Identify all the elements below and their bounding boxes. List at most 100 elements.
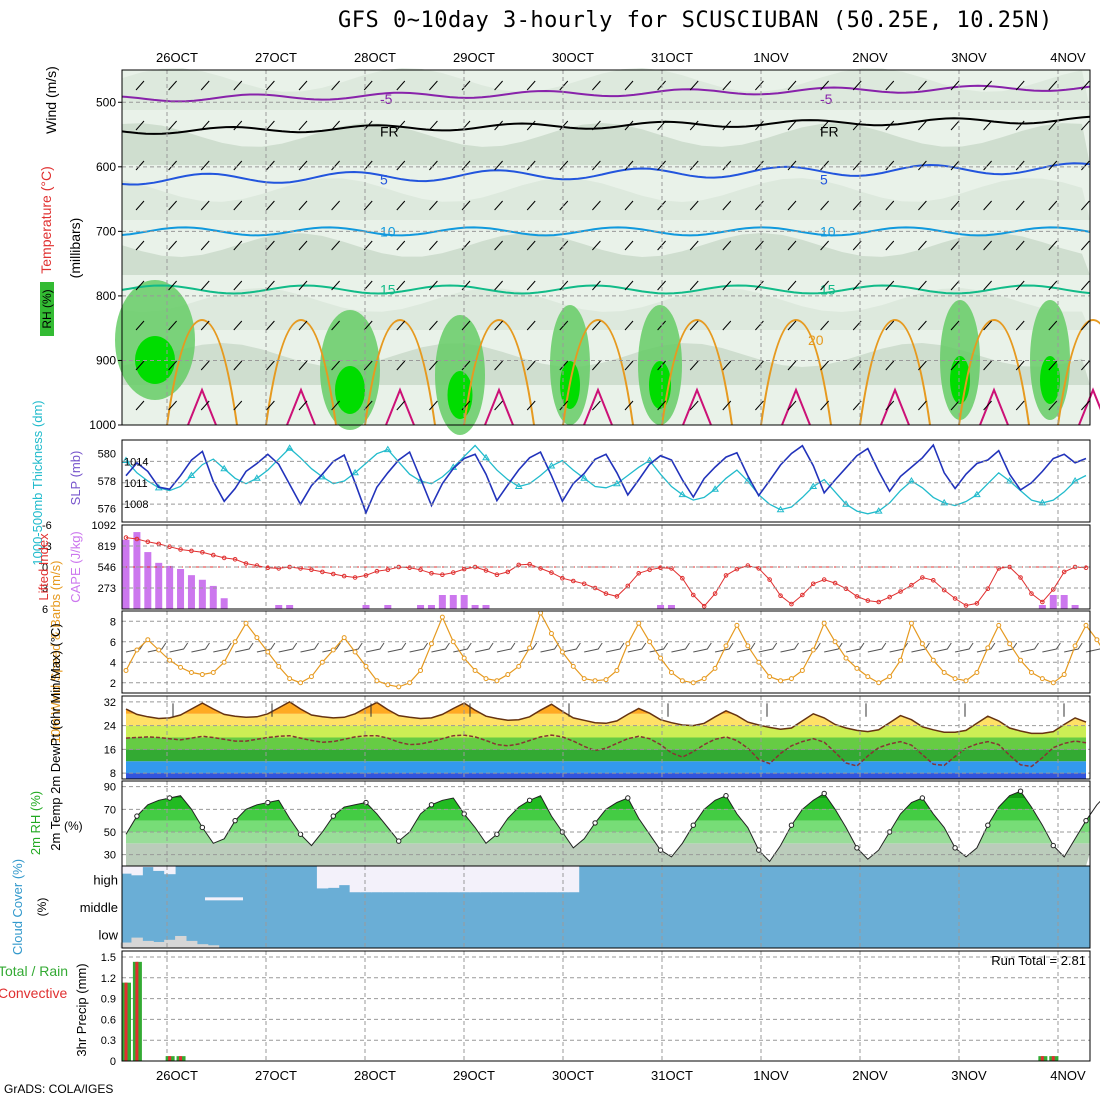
upper-wind-barb	[918, 240, 927, 251]
upper-wind-barb	[787, 360, 797, 371]
slp-frame	[121, 439, 1091, 523]
upper-wind-barb	[396, 240, 406, 251]
rh-point	[232, 817, 238, 824]
lifted-index-point	[483, 568, 489, 573]
upper-wind-barb	[624, 160, 634, 171]
upper-wind-barb	[689, 80, 699, 91]
lifted-index-point	[974, 601, 980, 606]
wind-speed-point	[330, 647, 336, 653]
thickness-point	[253, 474, 261, 481]
upper-wind-barb	[494, 360, 503, 371]
temperature-25-contour	[385, 387, 415, 426]
wind-speed-point	[854, 665, 860, 671]
upper-wind-barb	[1081, 200, 1090, 211]
cape-bar	[122, 539, 130, 609]
high-cloud-gap	[513, 866, 525, 893]
rh-tick-label: 30	[104, 850, 116, 862]
lifted-index-point	[930, 578, 936, 583]
upper-wind-barb	[396, 120, 406, 131]
temperature-contour-label: -5	[380, 91, 393, 107]
precip-convective-bar	[168, 1056, 172, 1061]
rh-point	[1083, 817, 1089, 824]
upper-wind-barb	[461, 200, 471, 211]
lifted-index-point	[560, 575, 565, 581]
upper-wind-barb	[363, 280, 373, 291]
upper-wind-barb	[266, 400, 275, 411]
cape-bar	[198, 579, 206, 609]
high-cloud-gap	[426, 866, 438, 893]
temperature-contour-label: FR	[820, 123, 839, 139]
wind-speed-point	[570, 663, 576, 669]
temperature-contour	[121, 284, 1091, 295]
low-cloud-bar	[175, 935, 187, 948]
upper-wind-barb	[787, 200, 797, 211]
upper-wind-barb	[983, 160, 992, 171]
wind-speed-point	[1028, 670, 1034, 675]
precip-frame	[121, 950, 1091, 1062]
lifted-index-point	[309, 567, 314, 573]
temperature-20-contour	[364, 318, 436, 426]
high-cloud-gap	[404, 866, 416, 893]
cape-bar	[1038, 605, 1046, 609]
upper-wind-barb	[298, 360, 308, 371]
low-cloud-bar	[164, 939, 176, 948]
slp-line	[125, 443, 1087, 515]
wind-speed-point	[592, 678, 598, 684]
lifted-index-point	[712, 591, 718, 596]
temp-line	[125, 701, 1087, 735]
upper-wind-barb	[983, 280, 992, 291]
upper-wind-barb	[689, 240, 699, 251]
lifted-index-point	[680, 575, 685, 581]
upper-wind-barb	[624, 240, 634, 251]
lifted-index-point	[1029, 591, 1034, 596]
slp-tick-label: 1014	[124, 456, 148, 468]
rh-side-label: RH (%)	[40, 289, 54, 328]
cloud-frame	[121, 865, 1091, 949]
wind-speed-point	[265, 649, 271, 655]
rh-point	[592, 820, 598, 826]
lifted-index-point	[505, 569, 511, 575]
surface-wind-barb	[147, 642, 167, 653]
upper-wind-barb	[396, 280, 406, 291]
lifted-index-point	[232, 557, 238, 562]
wind-speed-point	[832, 639, 838, 645]
rh-point	[396, 838, 402, 844]
surface-wind-barb	[300, 642, 319, 653]
upper-wind-barb	[787, 320, 797, 331]
thickness-point	[351, 468, 359, 476]
upper-wind-barb	[266, 200, 275, 211]
temperature-20-contour	[1057, 318, 1100, 426]
upper-wind-barb	[1048, 160, 1058, 171]
thickness-point	[220, 464, 229, 472]
rh-point	[166, 795, 173, 801]
wind-speed-point	[876, 680, 882, 686]
rh-color-band	[126, 832, 1090, 844]
temperature-25-contour	[484, 387, 514, 426]
upper-wind-barb	[787, 80, 797, 91]
date-label-bottom: 4NOV	[1050, 1068, 1086, 1083]
upper-wind-barb	[559, 160, 569, 171]
rh-point	[494, 831, 500, 837]
date-label-top: 28OCT	[354, 50, 396, 65]
upper-wind-barb	[852, 200, 862, 211]
lifted-index-point	[167, 544, 172, 550]
high-cloud-gap	[469, 866, 482, 893]
upper-wind-barb	[331, 80, 340, 91]
surface-wind-barb	[169, 642, 189, 653]
upper-wind-barb	[363, 160, 373, 171]
upper-wind-barb	[950, 280, 960, 291]
wind-speed-point	[1007, 641, 1013, 647]
surface-wind-barb	[409, 642, 429, 653]
thickness-point	[1005, 477, 1014, 484]
temperature-20-contour	[463, 318, 535, 426]
upper-wind-barb	[1015, 360, 1025, 371]
upper-wind-barb	[722, 320, 732, 331]
temperature-contour-label: 5	[820, 172, 828, 188]
temperature-20-contour	[562, 318, 634, 426]
surface-wind-barb	[714, 642, 734, 653]
wind-speed-point	[188, 670, 194, 675]
upper-wind-barb	[820, 160, 829, 171]
precip-convective-bar	[179, 1056, 183, 1061]
